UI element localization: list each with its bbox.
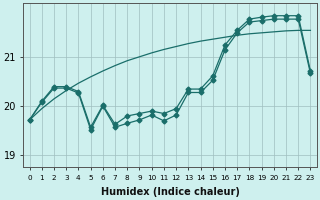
- X-axis label: Humidex (Indice chaleur): Humidex (Indice chaleur): [100, 187, 239, 197]
